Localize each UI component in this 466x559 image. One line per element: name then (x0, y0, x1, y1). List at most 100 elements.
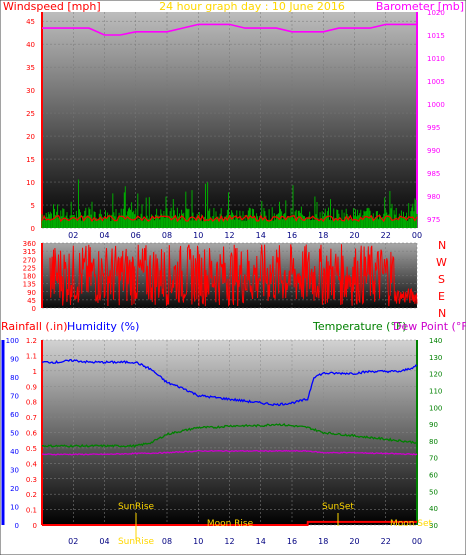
windspeed-series (41, 214, 418, 223)
barometer-tick-label: 1005 (427, 78, 445, 86)
bottom-x-tick-label: 16 (287, 537, 297, 546)
barometer-tick-label: 975 (427, 216, 440, 224)
bottom-x-tick-label: 18 (318, 537, 328, 546)
humidity-tick-label: 40 (10, 448, 19, 456)
top-x-tick-label: 00 (412, 231, 422, 240)
rainfall-tick-label: 0.4 (26, 460, 38, 468)
rainfall-tick-label: 0.9 (26, 383, 37, 391)
humidity-tick-label: 80 (10, 374, 19, 382)
barometer-tick-label: 980 (427, 193, 440, 201)
direction-tick-label: 180 (23, 273, 36, 281)
humidity-tick-label: 50 (10, 430, 19, 438)
compass-labels: N W S E N (436, 239, 447, 320)
moonset-label: Moon Set (390, 519, 433, 529)
temperature-tick-label: 100 (429, 404, 442, 412)
bottom-x-tick-label: 10 (193, 537, 203, 546)
rainfall-tick-label: 0.5 (26, 445, 37, 453)
rainfall-series (42, 520, 417, 526)
barometer-tick-label: 985 (427, 170, 440, 178)
top-x-tick-label: 10 (193, 231, 203, 240)
bottom-x-tick-label: 22 (381, 537, 391, 546)
wind-gust-series (41, 179, 418, 228)
barometer-tick-label: 1000 (427, 101, 445, 109)
rainfall-tick-label: 0.8 (26, 399, 37, 407)
temperature-tick-label: 130 (429, 354, 442, 362)
direction-tick-label: 135 (23, 281, 36, 289)
event-markers: SunRise SunSet Moon Rise Moon Set SunRis… (118, 502, 433, 547)
rainfall-tick-label: 0.7 (26, 414, 37, 422)
compass-e: E (438, 290, 445, 303)
bottom-x-tick-label: 02 (68, 537, 78, 546)
sunrise-axis-label: SunRise (118, 537, 155, 547)
compass-n-top: N (438, 239, 446, 252)
compass-w: W (436, 256, 447, 269)
top-x-tick-label: 18 (318, 231, 328, 240)
bottom-x-tick-label: 20 (349, 537, 359, 546)
temperature-tick-label: 80 (429, 438, 438, 446)
temperature-tick-label: 30 (429, 522, 438, 530)
direction-tick-label: 45 (27, 297, 36, 305)
windspeed-tick-label: 5 (31, 202, 35, 210)
windspeed-tick-label: 45 (26, 18, 35, 26)
rainfall-tick-label: 0.3 (26, 476, 37, 484)
rainfall-tick-label: 1 (33, 368, 37, 376)
graph-title: 24 hour graph day : 10 June 2016 (159, 0, 345, 13)
humidity-tick-label: 60 (10, 411, 19, 419)
humidity-tick-label: 30 (10, 467, 19, 475)
humidity-tick-label: 0 (15, 522, 19, 530)
humidity-tick-label: 100 (6, 337, 19, 345)
rainfall-tick-label: 0.1 (26, 507, 37, 515)
dewpoint-axis-title: Dew Point (°F) (393, 320, 466, 333)
humidity-series (42, 358, 418, 407)
moonrise-label: Moon Rise (207, 519, 254, 529)
top-x-tick-label: 02 (68, 231, 78, 240)
rainfall-tick-label: 0 (33, 522, 37, 530)
barometer-axis-title: Barometer [mb] (376, 0, 464, 13)
windspeed-tick-label: 30 (26, 87, 35, 95)
bottom-x-tick-label: 14 (256, 537, 266, 546)
rainfall-tick-label: 1.2 (26, 337, 37, 345)
barometer-tick-label: 1020 (427, 9, 445, 17)
top-x-tick-label: 20 (349, 231, 359, 240)
direction-tick-label: 90 (27, 289, 36, 297)
direction-tick-label: 225 (23, 264, 36, 272)
temperature-tick-label: 50 (429, 488, 438, 496)
top-x-tick-label: 16 (287, 231, 297, 240)
temperature-tick-label: 90 (429, 421, 438, 429)
temperature-tick-label: 120 (429, 371, 442, 379)
compass-n-bottom: N (438, 307, 446, 320)
wind-direction-series (49, 244, 418, 307)
temperature-tick-label: 60 (429, 472, 438, 480)
windspeed-axis-title: Windspeed [mph] (3, 0, 101, 13)
rainfall-tick-label: 0.2 (26, 491, 37, 499)
top-x-tick-label: 06 (131, 231, 141, 240)
barometer-tick-label: 1010 (427, 55, 445, 63)
windspeed-tick-label: 35 (26, 64, 35, 72)
barometer-series (42, 23, 417, 36)
windspeed-tick-label: 15 (26, 156, 35, 164)
top-x-tick-label: 04 (99, 231, 109, 240)
bottom-x-tick-label: 00 (412, 537, 422, 546)
humidity-axis-title: Humidity (%) (67, 320, 139, 333)
windspeed-tick-label: 10 (26, 179, 35, 187)
dewpoint-series (42, 449, 418, 456)
rainfall-tick-label: 0.6 (26, 430, 38, 438)
top-x-tick-label: 12 (224, 231, 234, 240)
compass-s: S (438, 273, 445, 286)
temperature-tick-label: 40 (429, 505, 438, 513)
windspeed-tick-label: 20 (26, 133, 35, 141)
bottom-x-tick-label: 12 (224, 537, 234, 546)
humidity-tick-label: 90 (10, 356, 19, 364)
bottom-x-tick-label: 04 (99, 537, 109, 546)
windspeed-tick-label: 25 (26, 110, 35, 118)
temperature-axis-title: Temperature (°F) (312, 320, 407, 333)
barometer-tick-label: 1015 (427, 32, 445, 40)
temperature-series (41, 423, 418, 449)
humidity-tick-label: 10 (10, 504, 19, 512)
direction-tick-label: 315 (23, 248, 36, 256)
temperature-tick-label: 70 (429, 455, 438, 463)
temperature-tick-label: 110 (429, 387, 442, 395)
direction-tick-label: 360 (23, 240, 36, 248)
windspeed-tick-label: 0 (31, 225, 35, 233)
